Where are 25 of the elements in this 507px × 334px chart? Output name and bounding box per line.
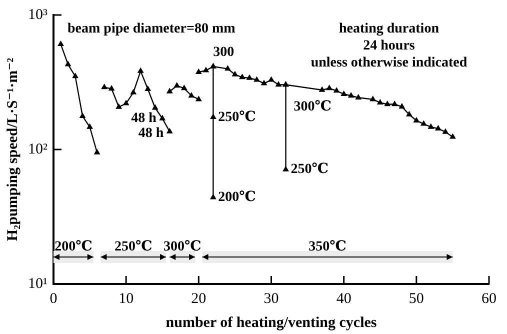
- band-label: 350℃: [308, 240, 347, 255]
- x-tick-label: 10: [118, 290, 134, 307]
- y-tick-label: 10¹: [28, 276, 48, 292]
- annotation: 250℃: [218, 110, 256, 125]
- y-axis-title: H₂pumping speed/L·S⁻¹·m⁻²: [4, 57, 21, 242]
- x-tick-label: 0: [50, 290, 58, 307]
- x-tick-label: 50: [408, 290, 424, 307]
- band-label: 250℃: [114, 240, 152, 255]
- x-tick-label: 30: [264, 290, 279, 307]
- annotation: heating duration 24 hours unless otherwise indicated: [310, 22, 468, 71]
- y-tick-label: 10²: [28, 141, 48, 158]
- annotation: 48 h: [138, 126, 164, 142]
- x-axis-title: number of heating/venting cycles: [166, 314, 377, 331]
- annotation: 300: [213, 45, 234, 60]
- band-label: 200℃: [54, 240, 93, 255]
- annotation: 300℃: [294, 99, 332, 114]
- x-tick-label: 60: [482, 290, 496, 307]
- band-label: 300℃: [163, 240, 202, 255]
- annotation: 200℃: [218, 190, 256, 206]
- annotation: 48 h: [131, 111, 157, 126]
- y-tick-label: 10³: [28, 6, 48, 23]
- x-tick-label: 20: [191, 290, 206, 307]
- annotation: 250℃: [290, 162, 329, 178]
- annotation: beam pipe diameter=80 mm: [67, 22, 236, 37]
- x-tick-label: 40: [336, 290, 352, 307]
